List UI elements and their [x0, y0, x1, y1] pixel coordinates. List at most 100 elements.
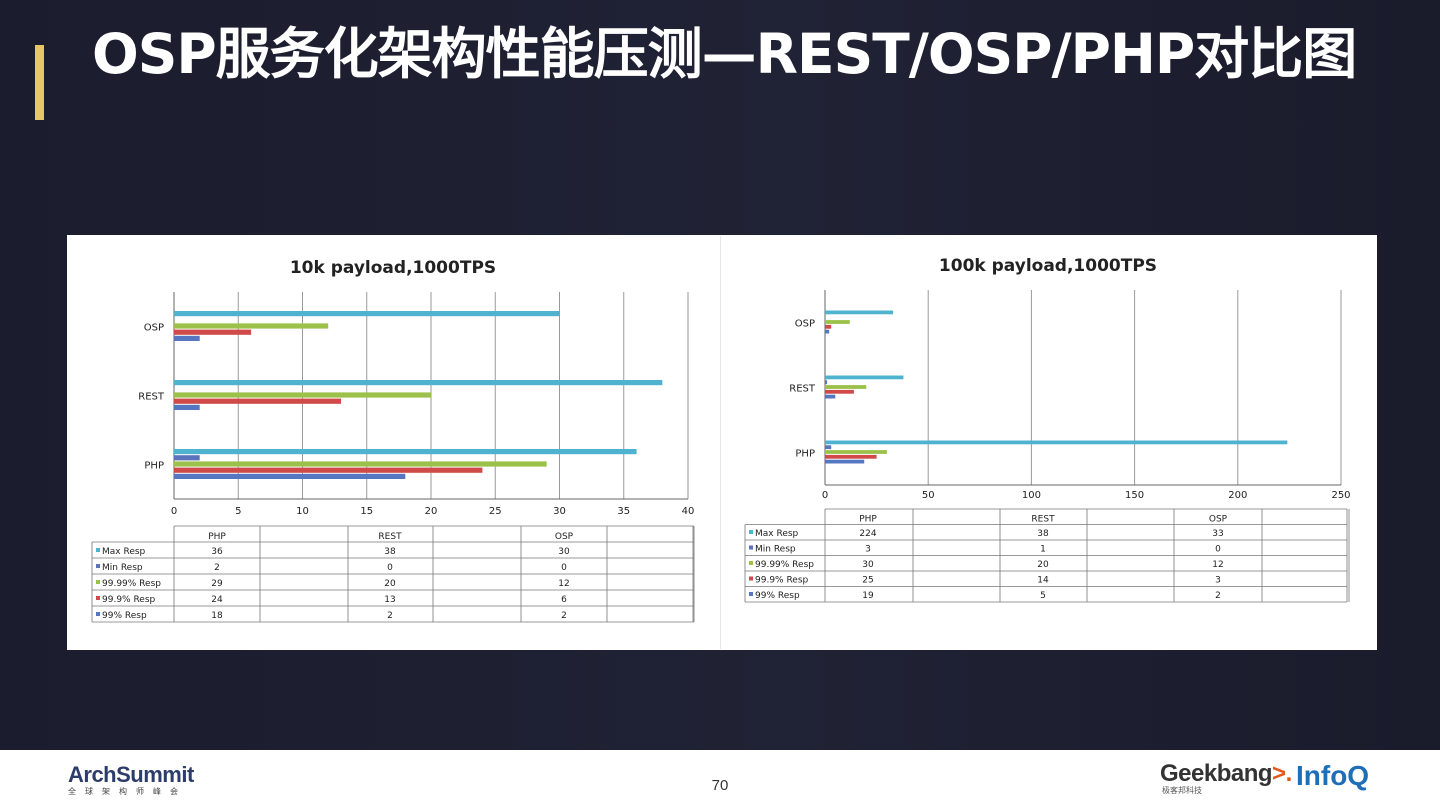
bar-rest-4 — [174, 404, 200, 410]
bar-osp-4 — [825, 329, 830, 334]
table-cell: 2 — [387, 611, 393, 621]
x-tick-label: 40 — [682, 506, 695, 517]
table-cell: 0 — [387, 563, 393, 573]
table-cell: 2 — [561, 611, 567, 621]
legend-label: Min Resp — [102, 563, 143, 573]
table-cell: 30 — [862, 560, 874, 570]
legend-label: 99.9% Resp — [755, 576, 809, 586]
legend-swatch — [749, 561, 753, 565]
bar-rest-3 — [174, 398, 342, 404]
legend-swatch — [749, 530, 753, 534]
table-header: OSP — [1209, 515, 1228, 525]
x-tick-label: 250 — [1331, 490, 1350, 501]
legend-swatch — [749, 576, 753, 581]
category-label: PHP — [795, 449, 815, 460]
x-tick-label: 30 — [553, 506, 566, 517]
table-header: REST — [378, 532, 402, 542]
table-cell: 13 — [384, 595, 395, 605]
bar-osp-3 — [825, 324, 832, 329]
geekbang-logo: Geekbang>. 极客邦科技 — [1160, 760, 1292, 796]
legend-label: 99% Resp — [755, 591, 800, 601]
table-cell: 25 — [862, 576, 873, 586]
legend-swatch — [96, 548, 100, 552]
bar-osp-2 — [174, 323, 329, 329]
bar-osp-3 — [174, 329, 252, 335]
table-cell: 0 — [1215, 545, 1221, 555]
table-cell: 29 — [211, 579, 223, 589]
bar-php-3 — [174, 467, 483, 473]
legend-swatch — [96, 580, 100, 584]
table-cell: 36 — [211, 547, 223, 557]
legend-label: Min Resp — [755, 545, 796, 555]
bar-rest-1 — [825, 380, 828, 385]
bar-rest-4 — [825, 394, 836, 399]
x-tick-label: 25 — [489, 506, 502, 517]
bar-osp-0 — [174, 311, 560, 317]
bar-rest-0 — [174, 380, 663, 386]
bar-osp-4 — [174, 335, 200, 341]
bar-php-4 — [174, 473, 406, 479]
chart-title: 10k payload,1000TPS — [290, 258, 496, 278]
archsummit-logo-text: ArchSummit — [68, 762, 194, 787]
legend-label: Max Resp — [755, 529, 799, 539]
table-header: OSP — [555, 532, 574, 542]
bar-php-1 — [174, 455, 200, 461]
bar-rest-3 — [825, 389, 854, 394]
slide-title: OSP服务化架构性能压测—REST/OSP/PHP对比图 — [92, 22, 1357, 86]
footer — [0, 750, 1440, 810]
bar-php-2 — [174, 461, 547, 467]
table-cell: 0 — [561, 563, 567, 573]
table-cell: 20 — [384, 579, 396, 589]
table-cell: 3 — [1215, 576, 1221, 586]
category-label: PHP — [144, 461, 164, 472]
table-cell: 30 — [558, 547, 570, 557]
x-tick-label: 5 — [235, 506, 241, 517]
geekbang-logo-subtext: 极客邦科技 — [1162, 786, 1202, 795]
x-tick-label: 10 — [296, 506, 309, 517]
x-tick-label: 0 — [822, 490, 828, 501]
title-accent-bar — [35, 45, 44, 120]
x-tick-label: 20 — [425, 506, 438, 517]
bar-osp-0 — [825, 310, 894, 315]
table-cell: 19 — [862, 591, 874, 601]
legend-swatch — [749, 545, 753, 550]
table-header: PHP — [208, 532, 226, 542]
bar-php-0 — [174, 449, 637, 455]
legend-label: 99% Resp — [102, 611, 147, 621]
x-tick-label: 15 — [360, 506, 373, 517]
legend-swatch — [749, 592, 753, 596]
category-label: REST — [138, 392, 165, 403]
table-cell: 18 — [211, 611, 223, 621]
legend-label: 99.9% Resp — [102, 595, 156, 605]
table-cell: 38 — [1037, 529, 1049, 539]
table-cell: 1 — [1040, 545, 1046, 555]
table-header: PHP — [859, 515, 877, 525]
archsummit-logo-subtext: 全球架构师峰会 — [68, 787, 187, 796]
bar-php-3 — [825, 454, 877, 459]
table-cell: 3 — [865, 545, 871, 555]
bar-php-1 — [825, 445, 832, 450]
panel-divider — [720, 236, 721, 649]
bar-rest-2 — [825, 385, 867, 389]
legend-label: 99.99% Resp — [102, 579, 161, 589]
x-tick-label: 150 — [1125, 490, 1144, 501]
x-tick-label: 100 — [1022, 490, 1041, 501]
geekbang-logo-mark: >. — [1272, 760, 1292, 787]
page-number: 70 — [711, 777, 729, 794]
category-label: REST — [789, 384, 816, 395]
table-cell: 6 — [561, 595, 567, 605]
x-tick-label: 200 — [1228, 490, 1247, 501]
legend-swatch — [96, 564, 100, 568]
category-label: OSP — [144, 323, 164, 334]
table-cell: 224 — [859, 529, 876, 539]
bar-php-0 — [825, 440, 1288, 445]
legend-swatch — [96, 612, 100, 616]
table-cell: 5 — [1040, 591, 1046, 601]
table-cell: 38 — [384, 547, 396, 557]
table-cell: 33 — [1212, 529, 1223, 539]
bar-osp-2 — [825, 320, 850, 324]
table-cell: 12 — [1212, 560, 1223, 570]
table-cell: 12 — [558, 579, 569, 589]
infoq-logo: InfoQ — [1296, 760, 1370, 791]
